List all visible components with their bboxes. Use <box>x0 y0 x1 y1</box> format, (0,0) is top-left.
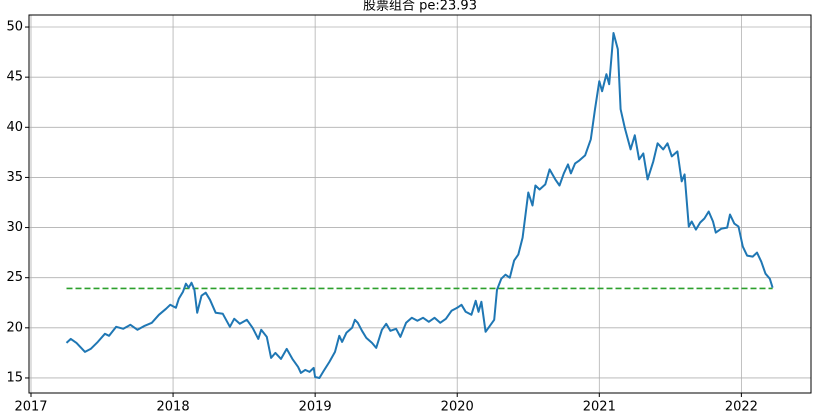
x-tick-label: 2020 <box>441 400 474 415</box>
data-line <box>65 32 774 379</box>
x-tick-label: 2021 <box>583 400 616 415</box>
plot-frame <box>28 14 812 394</box>
chart-title: 股票组合 pe:23.93 <box>363 0 477 14</box>
x-tick-label: 2018 <box>157 400 190 415</box>
y-tick-label: 50 <box>6 20 23 35</box>
y-tick-label: 15 <box>6 370 23 385</box>
x-tick-label: 2022 <box>725 400 758 415</box>
x-tick-label: 2019 <box>299 400 332 415</box>
y-tick-label: 30 <box>6 220 23 235</box>
y-tick-label: 25 <box>6 270 23 285</box>
y-tick-label: 20 <box>6 320 23 335</box>
y-tick-label: 40 <box>6 120 23 135</box>
x-tick-label: 2017 <box>14 400 47 415</box>
y-tick-label: 35 <box>6 170 23 185</box>
y-tick-label: 45 <box>6 70 23 85</box>
